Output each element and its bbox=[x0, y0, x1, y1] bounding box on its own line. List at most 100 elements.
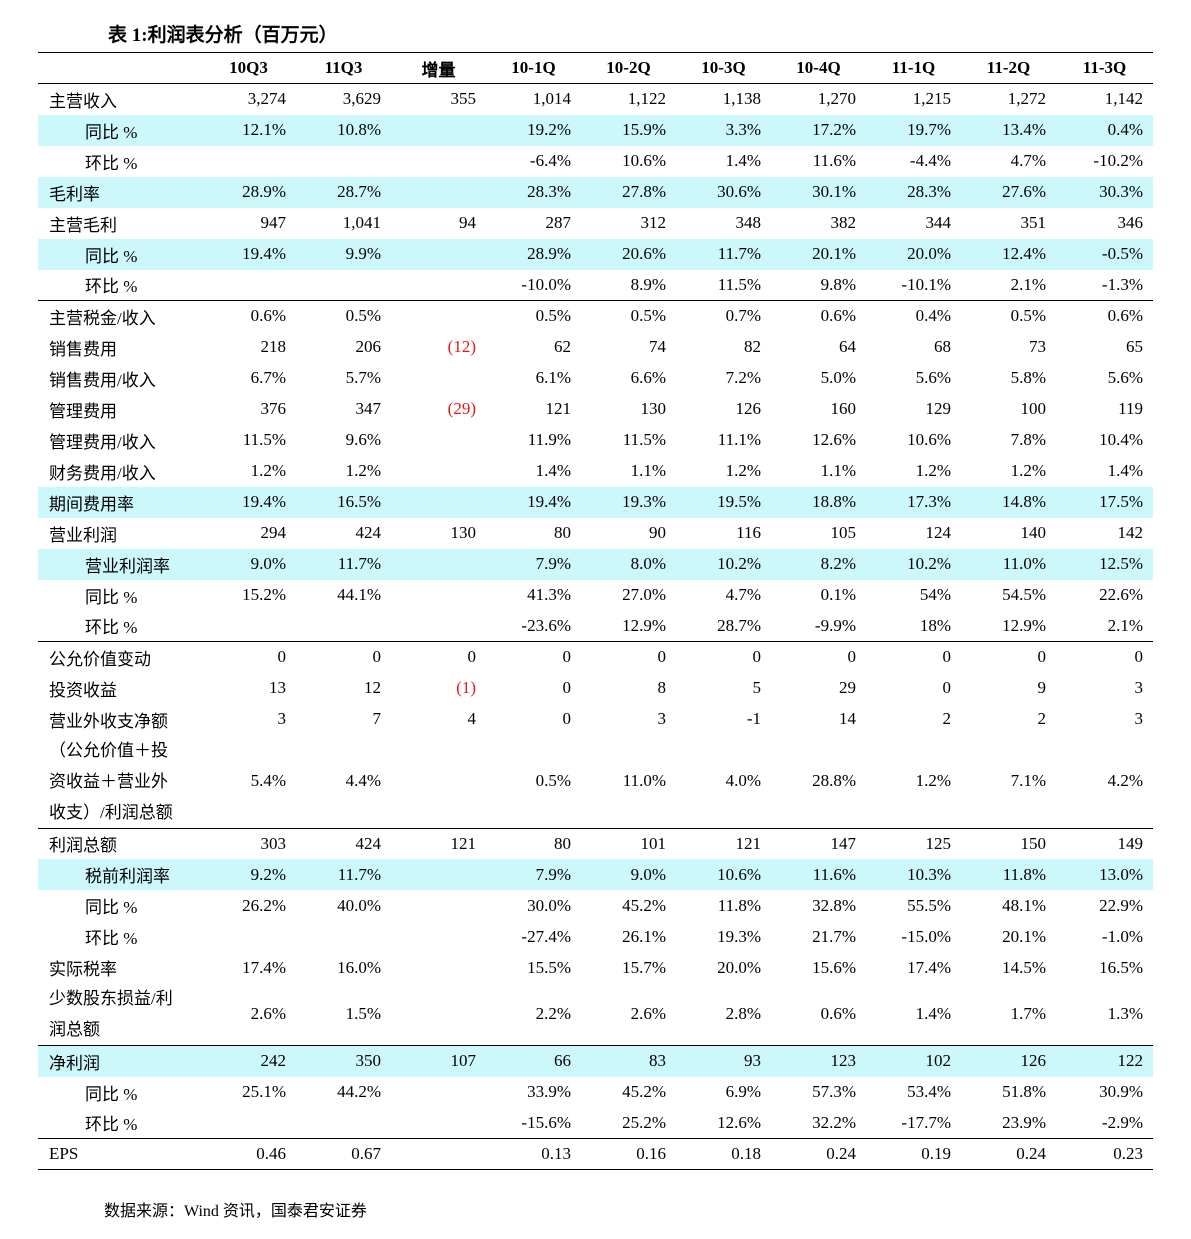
value-cell: 94 bbox=[459, 213, 476, 232]
value-cell: 149 bbox=[1056, 827, 1153, 859]
value-cell: 0.6% bbox=[820, 1004, 856, 1023]
value-cell: 19.7% bbox=[866, 114, 961, 146]
row-label: 主营税金/收入 bbox=[38, 300, 201, 332]
table-row: 同比 % 15.2% 44.1% 41.3% 27.0% 4.7% 0.1% 54% 54.5%… bbox=[38, 580, 1153, 611]
value-cell: 2.6% bbox=[630, 1004, 666, 1023]
row-label: 利润总额 bbox=[38, 827, 201, 859]
value-cell: 0.46 bbox=[201, 1138, 296, 1170]
table-row: 同比 % 19.4% 9.9% 28.9% 20.6% 11.7% 20.1% 20.0% 12… bbox=[38, 238, 1153, 270]
value-cell: 8.9% bbox=[630, 274, 666, 294]
value-cell: 5.0% bbox=[820, 368, 856, 387]
table-row: 营业外收支净额 3 7 4 0 3 -1 14 2 2 3 bbox=[38, 704, 1153, 735]
value-cell: 294 bbox=[260, 523, 287, 542]
value-cell: 147 bbox=[771, 827, 866, 859]
value-cell: 1.3% bbox=[1107, 1004, 1143, 1023]
value-cell: 20.1% bbox=[771, 238, 866, 270]
value-cell bbox=[391, 270, 486, 301]
value-cell: 18% bbox=[919, 615, 951, 635]
value-cell: 19.5% bbox=[676, 486, 771, 518]
value-cell: 218 bbox=[260, 337, 287, 356]
value-cell: 48.1% bbox=[1002, 895, 1046, 915]
value-cell: 5.6% bbox=[1107, 368, 1143, 387]
row-label: 投资收益 bbox=[49, 680, 117, 700]
value-cell: 28.7% bbox=[296, 176, 391, 208]
value-cell: 15.9% bbox=[581, 114, 676, 146]
value-cell: 68 bbox=[934, 337, 951, 356]
value-cell: 19.4% bbox=[201, 238, 296, 270]
value-cell: 73 bbox=[1029, 337, 1046, 356]
value-cell: 0 bbox=[391, 641, 486, 673]
value-cell: 11.6% bbox=[812, 151, 856, 170]
value-cell: 4 bbox=[467, 709, 477, 728]
row-label: 销售费用/收入 bbox=[49, 370, 156, 390]
value-cell: 25.2% bbox=[622, 1112, 666, 1132]
value-cell bbox=[391, 1138, 486, 1170]
row-label: 少数股东损益/利 润总额 bbox=[49, 989, 173, 1039]
value-cell: 424 bbox=[296, 827, 391, 859]
row-label: 环比 % bbox=[85, 153, 138, 173]
value-cell: 126 bbox=[961, 1045, 1056, 1077]
value-cell: 54% bbox=[919, 585, 951, 604]
value-cell: 51.8% bbox=[1002, 1082, 1046, 1101]
value-cell: 26.1% bbox=[622, 926, 666, 946]
value-cell: 82 bbox=[744, 337, 761, 356]
value-cell: 90 bbox=[649, 523, 666, 542]
value-cell: 0.5% bbox=[296, 300, 391, 332]
value-cell: 344 bbox=[925, 213, 952, 232]
value-cell: 119 bbox=[1118, 399, 1143, 418]
value-cell bbox=[391, 580, 486, 611]
value-cell: 0.6% bbox=[1056, 300, 1153, 332]
header-cell: 10-4Q bbox=[771, 53, 866, 84]
value-cell bbox=[391, 425, 486, 456]
value-cell bbox=[201, 1108, 296, 1139]
value-cell: 15.7% bbox=[622, 957, 666, 977]
value-cell: 28.9% bbox=[201, 176, 296, 208]
value-cell: 424 bbox=[355, 523, 382, 542]
value-cell: -6.4% bbox=[529, 151, 571, 170]
value-cell: 9 bbox=[1037, 678, 1047, 697]
row-label: EPS bbox=[38, 1138, 201, 1170]
row-label: 环比 % bbox=[85, 929, 138, 948]
value-cell: 0 bbox=[771, 641, 866, 673]
value-cell: 7.9% bbox=[486, 548, 581, 580]
value-cell: 4.4% bbox=[345, 771, 381, 790]
value-cell: 1.5% bbox=[345, 1004, 381, 1023]
value-cell: 0.4% bbox=[866, 300, 961, 332]
value-cell: 7.1% bbox=[1010, 771, 1046, 790]
value-cell: 1,041 bbox=[342, 213, 381, 232]
value-cell: 346 bbox=[1117, 213, 1144, 232]
value-cell: 1,138 bbox=[722, 89, 761, 109]
table-row: 主营收入 3,274 3,629 355 1,014 1,122 1,138 1,270 1,2… bbox=[38, 84, 1153, 115]
table-row: 税前利润率 9.2% 11.7% 7.9% 9.0% 10.6% 11.6% 10.3% 11.… bbox=[38, 859, 1153, 890]
value-cell: 350 bbox=[296, 1045, 391, 1077]
value-cell: -15.0% bbox=[901, 926, 951, 946]
value-cell: 0.7% bbox=[676, 300, 771, 332]
table-row: 同比 % 25.1% 44.2% 33.9% 45.2% 6.9% 57.3% 53.4% 51… bbox=[38, 1077, 1153, 1108]
value-cell: 16.0% bbox=[337, 957, 381, 977]
row-label: 实际税率 bbox=[49, 960, 117, 979]
value-cell: 1,270 bbox=[817, 89, 856, 109]
value-cell: 1,272 bbox=[1007, 89, 1046, 109]
row-label: 营业利润 bbox=[49, 525, 117, 545]
value-cell: 11.9% bbox=[527, 430, 571, 449]
value-cell: 150 bbox=[961, 827, 1056, 859]
value-cell: -2.9% bbox=[1101, 1112, 1143, 1132]
value-cell: 206 bbox=[355, 337, 382, 356]
table-row: 管理费用/收入 11.5% 9.6% 11.9% 11.5% 11.1% 12.6% 10.6… bbox=[38, 425, 1153, 456]
value-cell: 9.6% bbox=[345, 430, 381, 449]
value-cell: 17.4% bbox=[242, 957, 286, 977]
value-cell: 11.1% bbox=[717, 430, 761, 449]
value-cell: 3 bbox=[1134, 678, 1144, 697]
value-cell bbox=[391, 1108, 486, 1139]
value-cell: 0.6% bbox=[201, 300, 296, 332]
value-cell: 9.0% bbox=[581, 859, 676, 890]
value-cell: 7.9% bbox=[486, 859, 581, 890]
value-cell: 121 bbox=[545, 399, 572, 418]
value-cell: 15.6% bbox=[812, 957, 856, 977]
value-cell: 28.9% bbox=[486, 238, 581, 270]
value-cell bbox=[296, 611, 391, 642]
value-cell: 10.8% bbox=[296, 114, 391, 146]
value-cell: 7.2% bbox=[725, 368, 761, 387]
value-cell: 20.0% bbox=[866, 238, 961, 270]
value-cell: 28.7% bbox=[717, 615, 761, 635]
